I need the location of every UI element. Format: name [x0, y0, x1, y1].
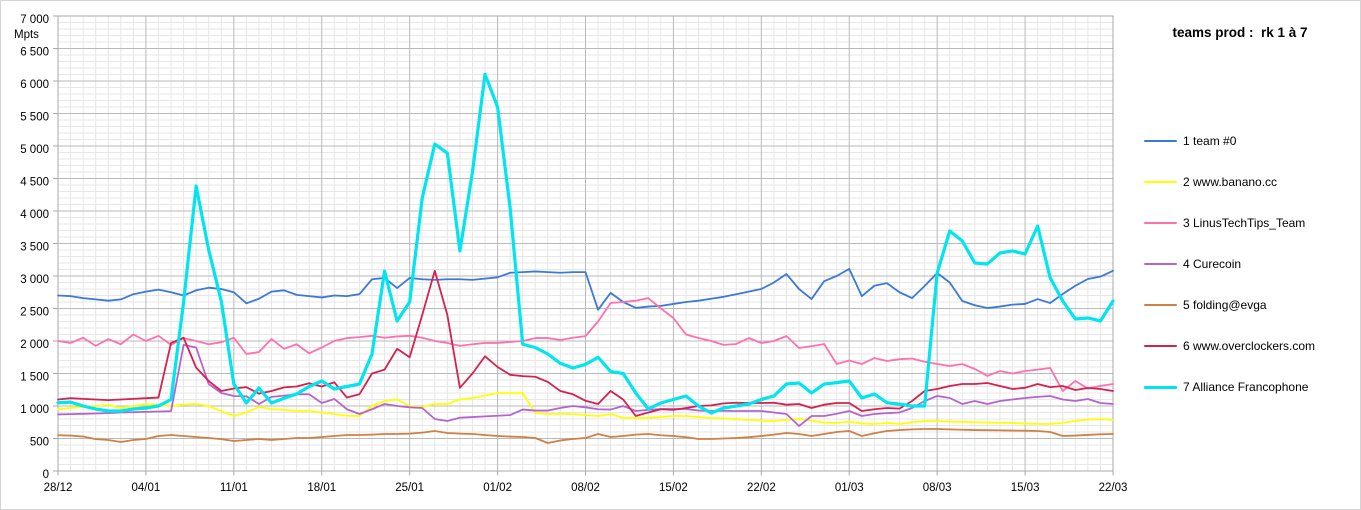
x-axis-tick-label: 28/12: [44, 482, 73, 494]
x-axis-tick-label: 25/01: [395, 482, 424, 494]
y-axis-labels: 7 000 6 500 6 000 5 500 5 000 4 500 4 000 3 500…: [14, 14, 49, 481]
y-axis-tick-label: 4 500: [20, 177, 49, 189]
x-axis-tick-label: 22/03: [1099, 482, 1128, 494]
series-line-3-linustechtips-team: [57, 297, 1114, 392]
series-line-4-curecoin: [57, 343, 1114, 427]
y-axis-tick-label: 1 000: [20, 404, 49, 416]
y-axis-tick-label: 3 500: [20, 242, 49, 254]
y-axis-tick-label: 5 500: [20, 112, 49, 124]
legend: 1 team #0 2 www.banano.cc 3 LinusTechTips_…: [1144, 134, 1315, 394]
x-axis-tick-label: 15/03: [1011, 482, 1040, 494]
y-axis-tick-label: 2 500: [20, 307, 49, 319]
y-axis-tick-label: 5 000: [20, 144, 49, 156]
y-axis-tick-label: 4 000: [20, 209, 49, 221]
x-axis-labels: 28/12 04/01 11/01 18/01 25/01 01/02 08/02 15/02…: [44, 482, 1128, 494]
y-axis-unit-label: Mpts: [14, 29, 39, 41]
legend-item-4: 4 Curecoin: [1144, 257, 1315, 271]
legend-swatch-icon: [1144, 181, 1177, 183]
legend-item-label: 6 www.overclockers.com: [1183, 339, 1316, 353]
y-axis-tick-label: 0: [43, 469, 49, 481]
legend-item-label: 2 www.banano.cc: [1183, 175, 1278, 189]
series-lines: [56, 72, 1115, 444]
grid-major: [58, 16, 1113, 471]
series-line-7-alliance-francophone: [56, 72, 1115, 415]
legend-swatch-icon: [1144, 222, 1177, 224]
x-axis-tick-label: 01/02: [483, 482, 512, 494]
legend-item-label: 7 Alliance Francophone: [1183, 380, 1309, 394]
x-axis-tick-label: 08/02: [571, 482, 600, 494]
legend-swatch-icon: [1144, 304, 1177, 306]
legend-swatch-icon: [1144, 263, 1177, 265]
legend-item-2: 2 www.banano.cc: [1144, 175, 1315, 189]
legend-item-3: 3 LinusTechTips_Team: [1144, 216, 1315, 230]
x-axis-tick-label: 18/01: [307, 482, 336, 494]
series-line-6-www-overclockers-com: [57, 269, 1114, 417]
legend-item-1: 1 team #0: [1144, 134, 1315, 148]
axis-ticks: [53, 15, 1114, 476]
x-axis-tick-label: 01/03: [835, 482, 864, 494]
legend-item-label: 4 Curecoin: [1183, 257, 1242, 271]
legend-swatch-icon: [1144, 140, 1177, 142]
y-axis-tick-label: 2 000: [20, 339, 49, 351]
legend-item-6: 6 www.overclockers.com: [1144, 339, 1315, 353]
y-axis-tick-label: 3 000: [20, 274, 49, 286]
legend-item-label: 1 team #0: [1183, 134, 1237, 148]
x-axis-tick-label: 22/02: [747, 482, 776, 494]
legend-swatch-icon: [1144, 385, 1177, 389]
y-axis-tick-label: 7 000: [20, 14, 49, 26]
x-axis-tick-label: 08/03: [923, 482, 952, 494]
chart-title: teams prod : rk 1 à 7: [1172, 25, 1308, 40]
y-axis-tick-label: 6 500: [20, 47, 49, 59]
legend-item-5: 5 folding@evga: [1144, 298, 1315, 312]
series-line-2-www-banano-cc: [57, 392, 1114, 425]
legend-item-label: 3 LinusTechTips_Team: [1183, 216, 1306, 230]
y-axis-tick-label: 6 000: [20, 79, 49, 91]
legend-swatch-icon: [1144, 345, 1177, 347]
series-line-5-folding-evga: [57, 428, 1114, 444]
x-axis-tick-label: 15/02: [659, 482, 688, 494]
y-axis-tick-label: 500: [30, 437, 49, 449]
y-axis-tick-label: 1 500: [20, 372, 49, 384]
legend-item-7: 7 Alliance Francophone: [1144, 380, 1315, 394]
x-axis-tick-label: 11/01: [220, 482, 248, 494]
x-axis-tick-label: 04/01: [132, 482, 161, 494]
legend-item-label: 5 folding@evga: [1183, 298, 1267, 312]
